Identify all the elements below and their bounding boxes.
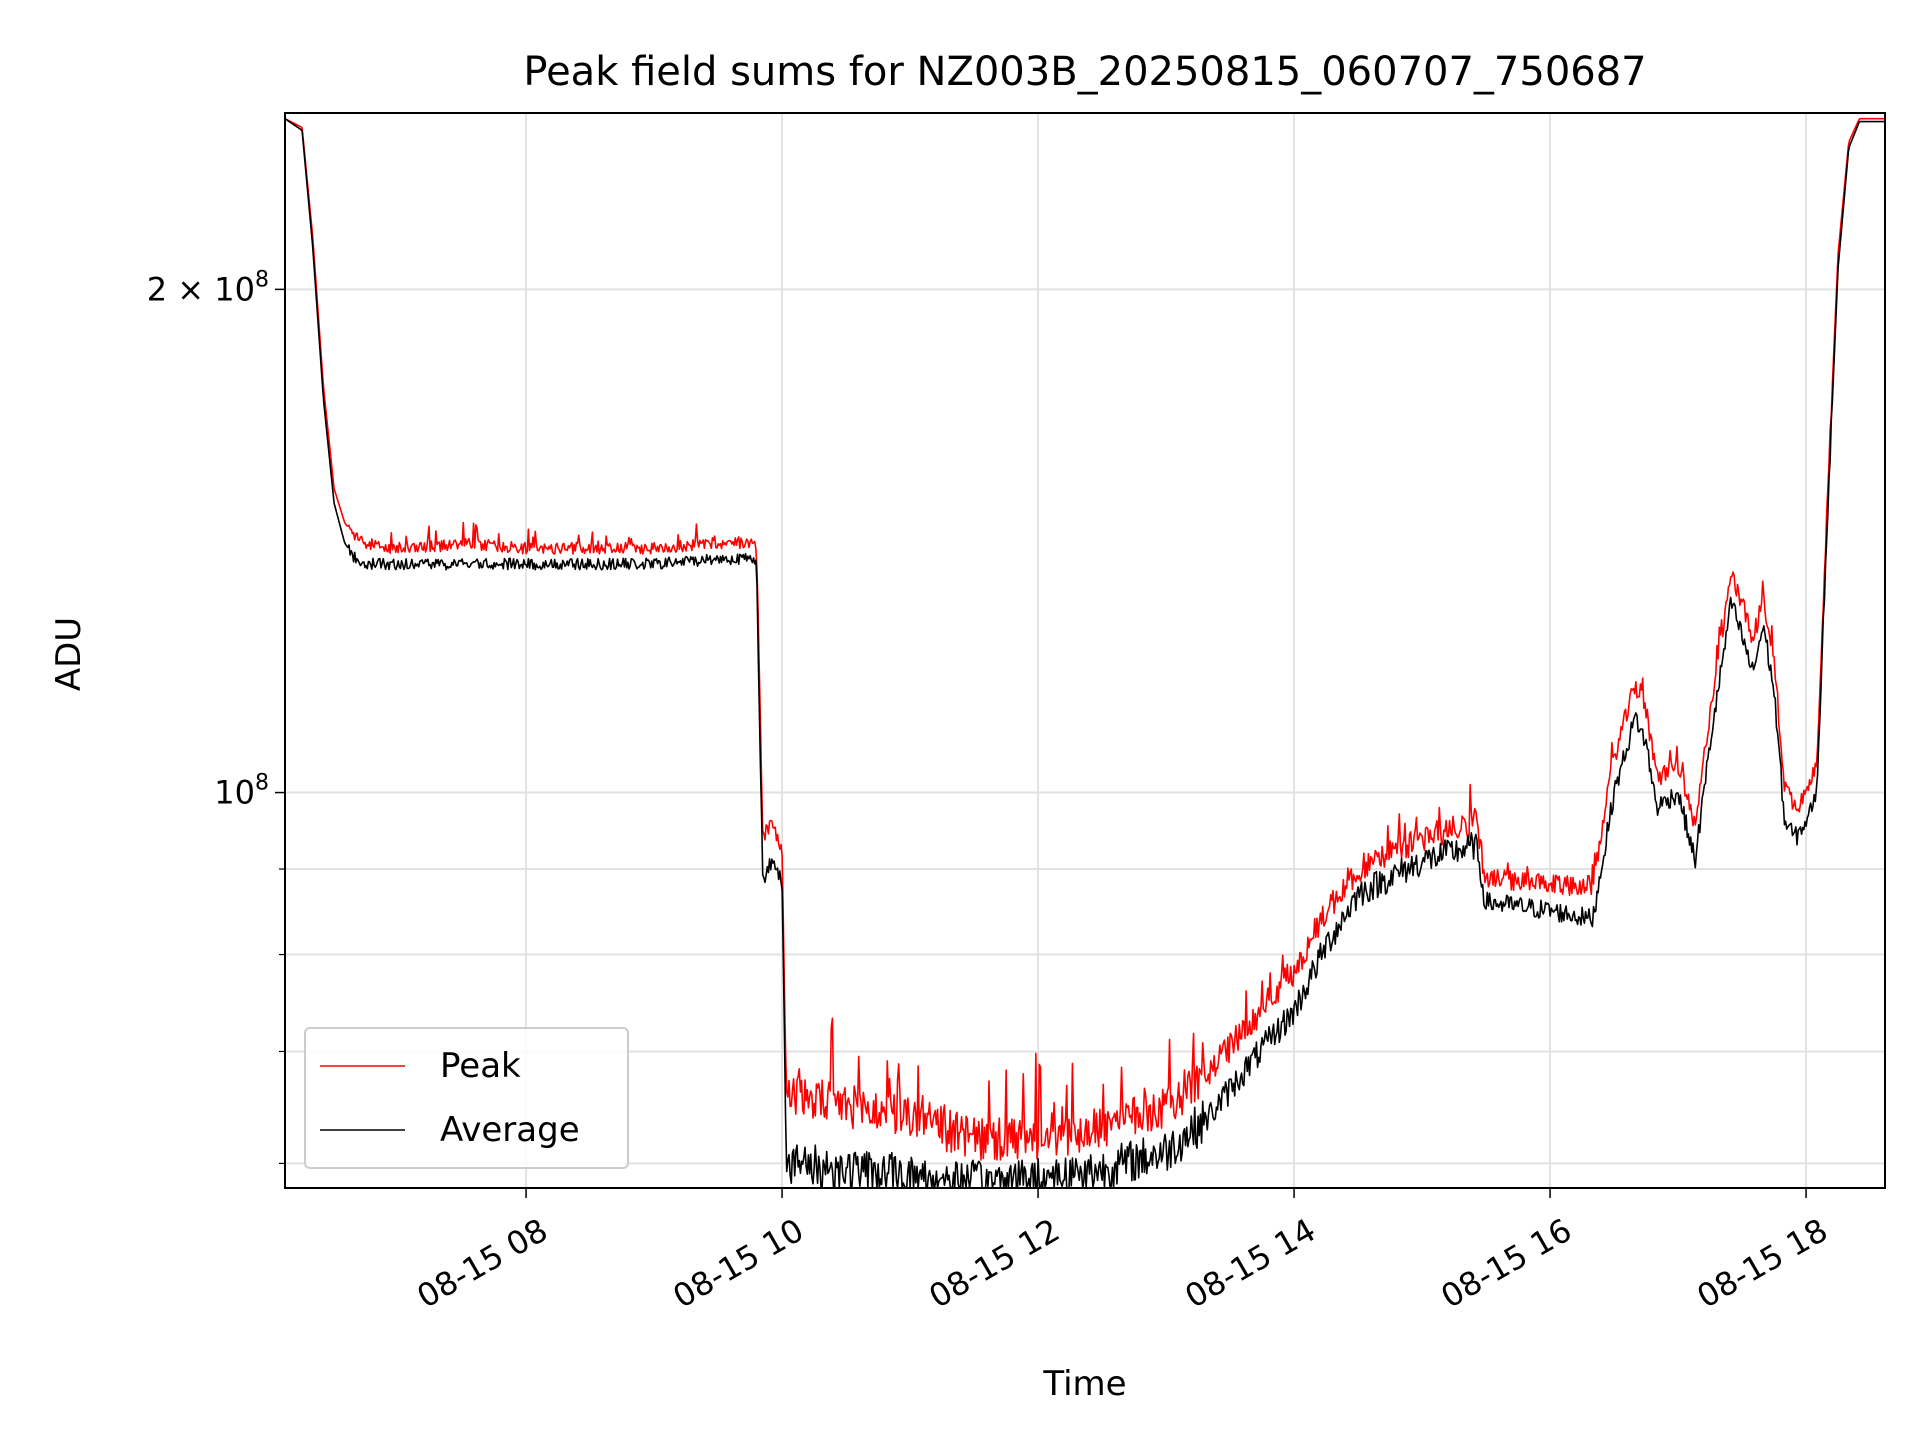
legend-label-average: Average — [440, 1110, 580, 1150]
axes-layer — [275, 112, 1886, 1198]
y-axis-label: ADU — [49, 617, 89, 691]
y-tick-label: 2 × 108 — [147, 267, 269, 308]
legend-box — [304, 1027, 629, 1169]
plot-frame — [284, 112, 1886, 1189]
legend-label-peak: Peak — [440, 1046, 521, 1086]
series-line-average — [284, 118, 1885, 1189]
series-layer — [284, 117, 1885, 1189]
series-line-peak — [284, 117, 1885, 1161]
y-tick-label: 108 — [214, 771, 269, 812]
legend-layer: Peak Average — [304, 1027, 629, 1169]
x-axis-label: Time — [1042, 1364, 1126, 1404]
chart-title: Peak field sums for NZ003B_20250815_0607… — [523, 49, 1646, 95]
